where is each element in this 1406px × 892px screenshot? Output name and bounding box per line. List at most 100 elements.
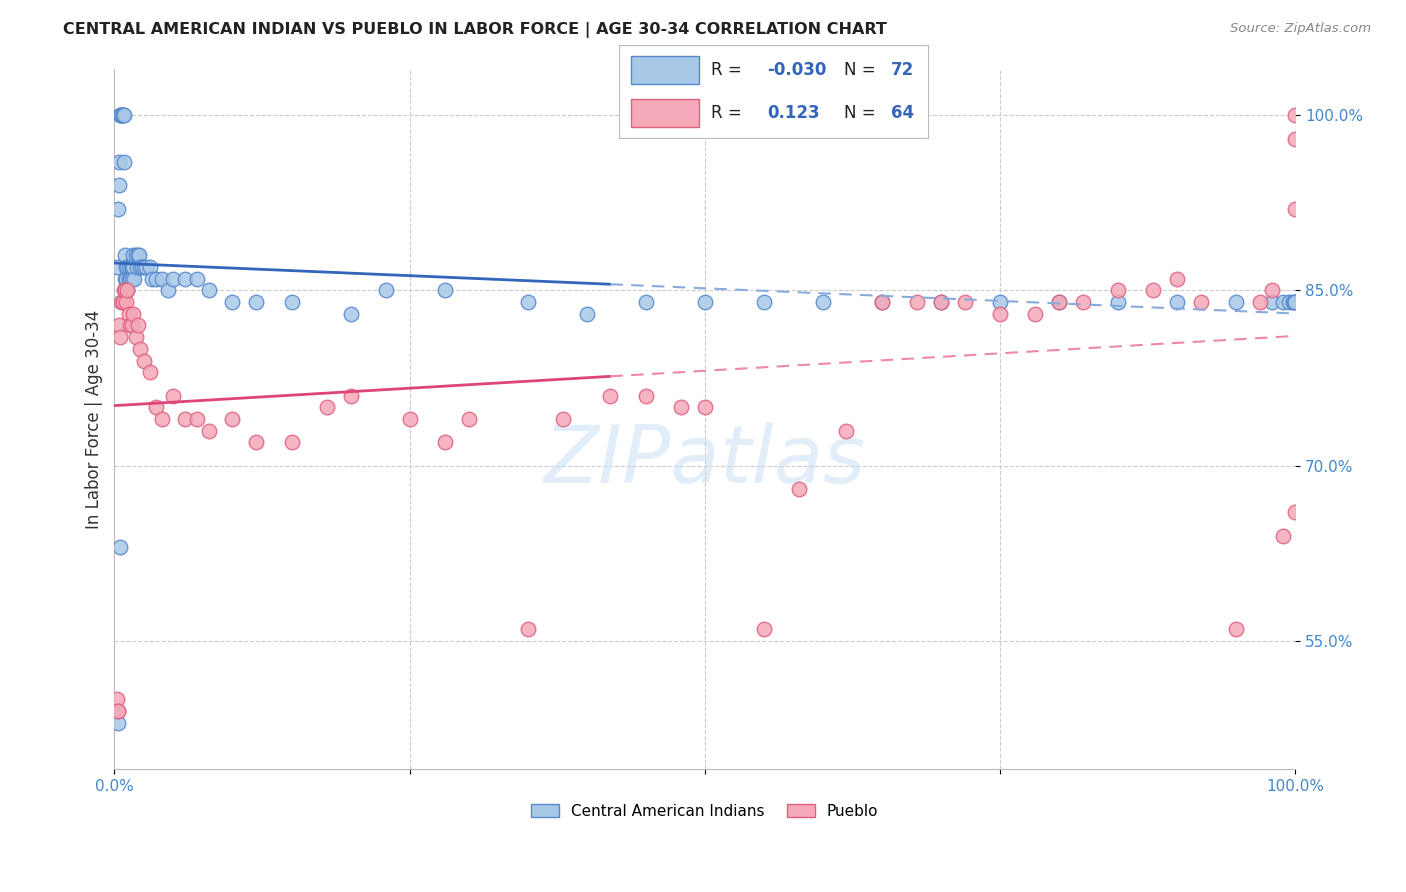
Point xyxy=(752,622,775,636)
Point xyxy=(1047,295,1070,310)
Point xyxy=(131,260,153,274)
Text: -0.030: -0.030 xyxy=(768,61,827,78)
Point xyxy=(1225,295,1247,310)
Point xyxy=(221,295,243,310)
Point xyxy=(1281,295,1303,310)
Point xyxy=(1282,295,1305,310)
Point xyxy=(174,412,197,426)
Point xyxy=(128,248,150,262)
Point xyxy=(1166,272,1188,286)
Point xyxy=(1107,284,1129,298)
Point xyxy=(112,155,135,169)
Point xyxy=(1278,295,1301,310)
Point xyxy=(114,248,136,262)
Point xyxy=(1071,295,1094,310)
Point xyxy=(811,295,834,310)
Point xyxy=(141,272,163,286)
Point xyxy=(929,295,952,310)
Point xyxy=(105,692,128,706)
Point xyxy=(122,248,145,262)
FancyBboxPatch shape xyxy=(631,56,699,84)
Point xyxy=(150,412,173,426)
Point xyxy=(125,260,148,274)
Point xyxy=(114,284,136,298)
Point xyxy=(115,272,138,286)
Point xyxy=(516,622,538,636)
Point xyxy=(929,295,952,310)
Point xyxy=(107,202,129,216)
Point xyxy=(110,330,132,344)
Y-axis label: In Labor Force | Age 30-34: In Labor Force | Age 30-34 xyxy=(86,310,103,529)
Point xyxy=(129,260,152,274)
Point xyxy=(108,178,131,193)
Point xyxy=(111,108,134,122)
Text: 64: 64 xyxy=(891,104,914,122)
Point xyxy=(339,307,361,321)
Point xyxy=(145,401,167,415)
Point xyxy=(120,260,142,274)
Point xyxy=(117,284,139,298)
Point xyxy=(127,248,149,262)
Point xyxy=(122,307,145,321)
Point xyxy=(316,401,339,415)
Point xyxy=(121,272,143,286)
Point xyxy=(111,295,134,310)
Point xyxy=(752,295,775,310)
Point xyxy=(198,284,221,298)
Point xyxy=(111,108,134,122)
Point xyxy=(245,295,267,310)
Point xyxy=(280,435,302,450)
Point xyxy=(111,295,134,310)
Point xyxy=(1047,295,1070,310)
Point xyxy=(135,260,157,274)
Point xyxy=(1284,505,1306,519)
FancyBboxPatch shape xyxy=(631,99,699,127)
Point xyxy=(1260,284,1282,298)
Point xyxy=(132,260,155,274)
Point xyxy=(162,272,184,286)
Legend: Central American Indians, Pueblo: Central American Indians, Pueblo xyxy=(524,797,884,825)
Text: CENTRAL AMERICAN INDIAN VS PUEBLO IN LABOR FORCE | AGE 30-34 CORRELATION CHART: CENTRAL AMERICAN INDIAN VS PUEBLO IN LAB… xyxy=(63,22,887,38)
Point xyxy=(198,424,221,438)
Text: 72: 72 xyxy=(891,61,914,78)
Point xyxy=(129,342,152,356)
Point xyxy=(110,108,132,122)
Point xyxy=(1260,295,1282,310)
Point xyxy=(112,108,135,122)
Point xyxy=(114,272,136,286)
Point xyxy=(835,424,858,438)
Point xyxy=(107,704,129,718)
Point xyxy=(139,260,162,274)
Point xyxy=(1142,284,1164,298)
Point xyxy=(693,295,716,310)
Point xyxy=(110,108,132,122)
Point xyxy=(398,412,420,426)
Point xyxy=(156,284,179,298)
Point xyxy=(121,260,143,274)
Point xyxy=(905,295,928,310)
Point xyxy=(124,272,146,286)
Point xyxy=(107,704,129,718)
Point xyxy=(787,482,810,496)
Point xyxy=(988,295,1011,310)
Point xyxy=(1284,108,1306,122)
Point xyxy=(162,388,184,402)
Point xyxy=(693,401,716,415)
Point xyxy=(551,412,574,426)
Point xyxy=(870,295,893,310)
Point xyxy=(124,330,146,344)
Point xyxy=(434,284,457,298)
Point xyxy=(110,295,132,310)
Point xyxy=(1284,202,1306,216)
Point xyxy=(110,108,132,122)
Point xyxy=(117,307,139,321)
Point xyxy=(118,318,141,333)
Point xyxy=(150,272,173,286)
Point xyxy=(1225,622,1247,636)
Point xyxy=(1166,295,1188,310)
Point xyxy=(457,412,479,426)
Point xyxy=(118,272,141,286)
Point xyxy=(599,388,621,402)
Point xyxy=(110,541,132,555)
Point xyxy=(988,307,1011,321)
